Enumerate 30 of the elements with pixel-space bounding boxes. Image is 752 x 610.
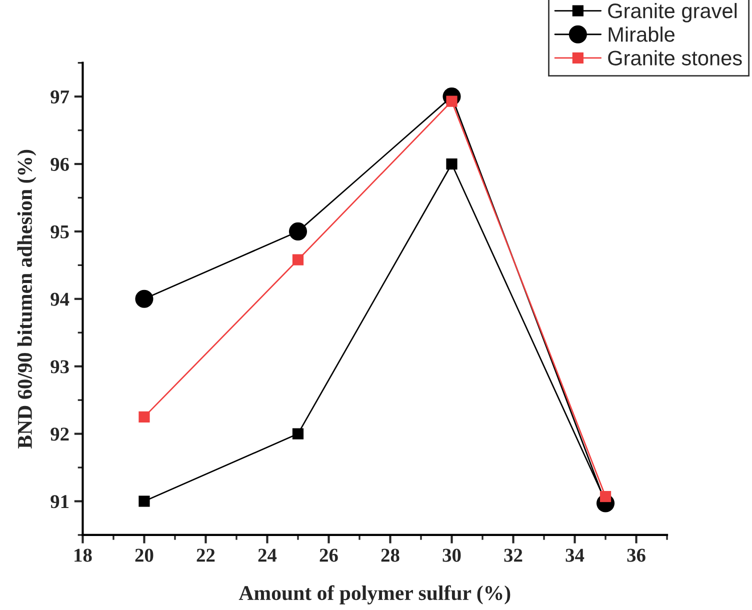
- y-tick-label: 94: [50, 292, 70, 306]
- point: [446, 158, 458, 170]
- point: [292, 254, 304, 266]
- x-tick-label: 26: [320, 548, 338, 562]
- legend-label: Mirable: [608, 26, 674, 42]
- y-tick-label: 92: [50, 428, 69, 441]
- x-tick-label: 28: [381, 548, 400, 562]
- y-tick-label: 96: [50, 158, 69, 171]
- point: [138, 496, 150, 507]
- x-tick-label: 20: [135, 548, 154, 562]
- point: [600, 490, 612, 502]
- y-axis-title: BND 60/90 bitumen adhesion (%): [17, 150, 36, 448]
- x-axis-title: Amount of polymer sulfur (%): [238, 585, 510, 604]
- x-tick-label: 34: [566, 548, 584, 562]
- y-tick-label: 91: [50, 495, 69, 508]
- x-tick-label: 32: [504, 548, 522, 562]
- y-tick-label: 93: [50, 360, 69, 374]
- point: [135, 290, 154, 308]
- point: [292, 428, 304, 440]
- y-tick-label: 95: [50, 225, 69, 238]
- point: [288, 222, 308, 240]
- point: [138, 411, 150, 422]
- legend-label: Granite stones: [608, 50, 742, 66]
- x-tick-label: 22: [196, 548, 215, 562]
- y-tick-label: 97: [50, 90, 70, 104]
- x-tick-label: 36: [627, 548, 646, 562]
- x-tick-label: 24: [258, 548, 277, 562]
- legend-label: Granite gravel: [608, 2, 737, 22]
- x-tick-label: 30: [442, 548, 461, 562]
- x-tick-label: 18: [74, 548, 92, 562]
